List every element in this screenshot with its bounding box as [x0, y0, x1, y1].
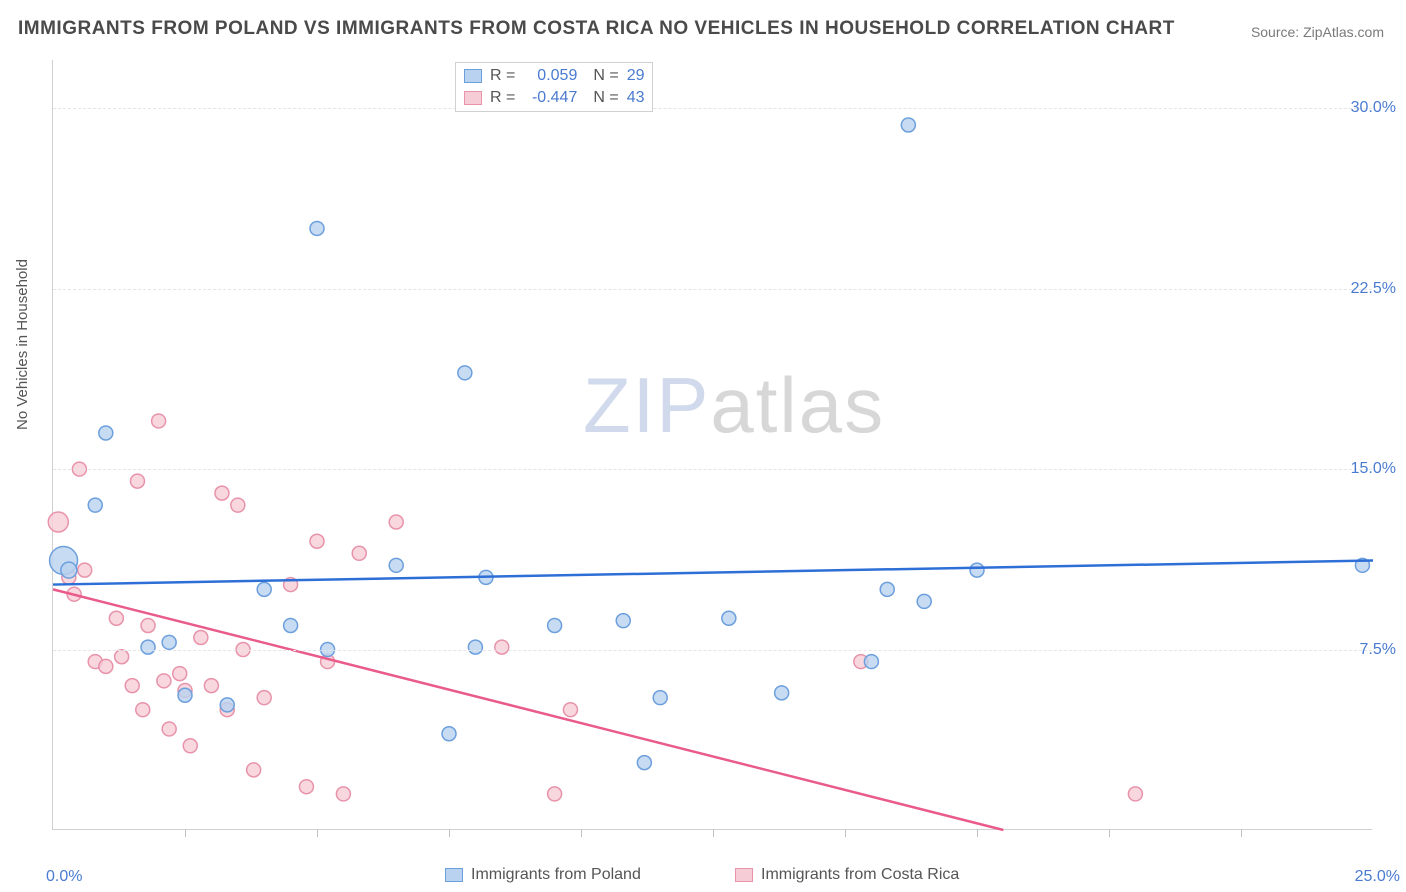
y-tick-label: 30.0%	[1351, 99, 1396, 117]
y-tick-label: 7.5%	[1360, 641, 1396, 659]
data-point	[563, 703, 577, 717]
x-tick	[1109, 829, 1110, 837]
data-point	[157, 674, 171, 688]
data-point	[220, 698, 234, 712]
gridline-h	[53, 469, 1372, 470]
gridline-h	[53, 108, 1372, 109]
data-point	[616, 614, 630, 628]
data-point	[336, 787, 350, 801]
data-point	[48, 512, 68, 532]
swatch-poland	[464, 69, 482, 83]
data-point	[901, 118, 915, 132]
y-tick-label: 15.0%	[1351, 460, 1396, 478]
stat-r-label: R =	[490, 87, 515, 109]
data-point	[257, 691, 271, 705]
stats-legend-box: R = 0.059 N = 29 R = -0.447 N = 43	[455, 62, 653, 112]
data-point	[1128, 787, 1142, 801]
data-point	[141, 640, 155, 654]
stats-row-costarica: R = -0.447 N = 43	[464, 87, 644, 109]
legend-poland: Immigrants from Poland	[445, 866, 641, 884]
data-point	[231, 498, 245, 512]
plot-area: ZIPatlas	[52, 60, 1372, 830]
x-tick	[581, 829, 582, 837]
data-point	[215, 486, 229, 500]
gridline-h	[53, 289, 1372, 290]
data-point	[970, 563, 984, 577]
data-point	[115, 650, 129, 664]
stat-r-label: R =	[490, 65, 515, 87]
data-point	[99, 426, 113, 440]
data-point	[458, 366, 472, 380]
data-point	[99, 659, 113, 673]
legend-label-poland: Immigrants from Poland	[471, 866, 641, 884]
y-tick-label: 22.5%	[1351, 280, 1396, 298]
stat-n-costarica: 43	[627, 87, 645, 109]
y-axis-label: No Vehicles in Household	[14, 259, 31, 430]
data-point	[548, 787, 562, 801]
gridline-h	[53, 650, 1372, 651]
swatch-costarica	[464, 91, 482, 105]
x-tick	[1241, 829, 1242, 837]
x-tick	[977, 829, 978, 837]
data-point	[204, 679, 218, 693]
data-point	[162, 722, 176, 736]
data-point	[152, 414, 166, 428]
data-point	[178, 688, 192, 702]
stats-row-poland: R = 0.059 N = 29	[464, 65, 644, 87]
data-point	[284, 618, 298, 632]
data-point	[775, 686, 789, 700]
data-point	[109, 611, 123, 625]
stat-n-label: N =	[593, 87, 618, 109]
chart-svg	[53, 60, 1372, 829]
data-point	[548, 618, 562, 632]
data-point	[880, 582, 894, 596]
legend-costarica: Immigrants from Costa Rica	[735, 866, 959, 884]
x-tick	[317, 829, 318, 837]
data-point	[864, 655, 878, 669]
stat-r-costarica: -0.447	[523, 87, 577, 109]
x-tick	[713, 829, 714, 837]
legend-swatch-costarica	[735, 868, 753, 882]
data-point	[310, 534, 324, 548]
data-point	[183, 739, 197, 753]
data-point	[310, 221, 324, 235]
legend-label-costarica: Immigrants from Costa Rica	[761, 866, 959, 884]
data-point	[257, 582, 271, 596]
data-point	[495, 640, 509, 654]
x-tick	[845, 829, 846, 837]
x-tick	[185, 829, 186, 837]
stat-n-label: N =	[593, 65, 618, 87]
x-axis-max-label: 25.0%	[1355, 868, 1400, 886]
trend-line	[53, 589, 1003, 830]
trend-line	[53, 561, 1373, 585]
data-point	[468, 640, 482, 654]
data-point	[637, 756, 651, 770]
data-point	[125, 679, 139, 693]
stat-n-poland: 29	[627, 65, 645, 87]
data-point	[653, 691, 667, 705]
data-point	[130, 474, 144, 488]
source-attribution: Source: ZipAtlas.com	[1251, 24, 1384, 40]
data-point	[917, 594, 931, 608]
legend-swatch-poland	[445, 868, 463, 882]
data-point	[299, 780, 313, 794]
x-axis-min-label: 0.0%	[46, 868, 82, 886]
data-point	[173, 667, 187, 681]
data-point	[442, 727, 456, 741]
data-point	[389, 515, 403, 529]
data-point	[88, 498, 102, 512]
data-point	[722, 611, 736, 625]
stat-r-poland: 0.059	[523, 65, 577, 87]
data-point	[162, 635, 176, 649]
x-tick	[449, 829, 450, 837]
data-point	[78, 563, 92, 577]
data-point	[194, 631, 208, 645]
data-point	[389, 558, 403, 572]
data-point	[136, 703, 150, 717]
data-point	[247, 763, 261, 777]
data-point	[352, 546, 366, 560]
chart-title: IMMIGRANTS FROM POLAND VS IMMIGRANTS FRO…	[18, 18, 1175, 40]
data-point	[61, 562, 77, 578]
data-point	[141, 618, 155, 632]
